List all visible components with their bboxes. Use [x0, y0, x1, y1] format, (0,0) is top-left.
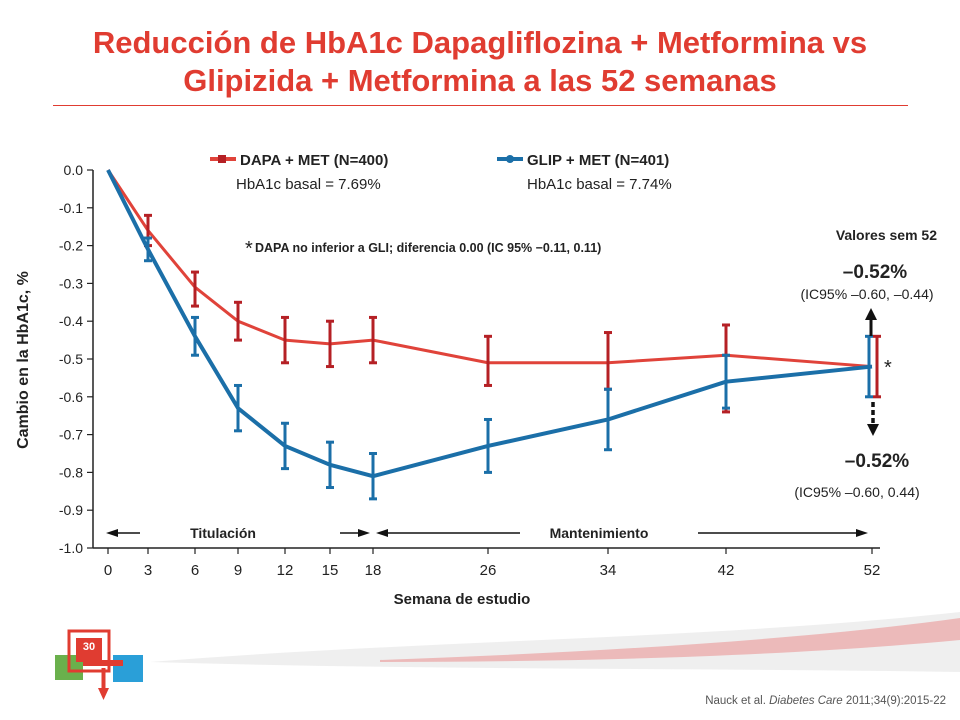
slide-title: Reducción de HbA1c Dapagliflozina + Metf…: [40, 24, 920, 100]
glip-week52-value: –0.52%: [845, 451, 910, 472]
slide-number: 30: [82, 641, 96, 653]
y-axis-title: Cambio en la HbA1c, %: [15, 271, 32, 449]
x-tick-label: 6: [191, 562, 199, 579]
phase-arrow-head: [376, 529, 388, 537]
values-header: Valores sem 52: [836, 227, 937, 243]
y-tick-label: -0.2: [59, 238, 83, 254]
phase-arrow-head: [358, 529, 370, 537]
y-tick-label: -0.8: [59, 464, 83, 480]
phase-label-mantenimiento: Mantenimiento: [550, 525, 649, 541]
title-divider: [53, 105, 908, 106]
x-tick-label: 12: [277, 562, 294, 579]
x-tick-label: 52: [864, 562, 881, 579]
legend-dapa-marker: [218, 155, 226, 163]
y-tick-label: 0.0: [64, 162, 84, 178]
phase-label-titulacion: Titulación: [190, 525, 256, 541]
y-tick-label: -0.9: [59, 502, 83, 518]
x-tick-label: 9: [234, 562, 242, 579]
y-tick-label: -1.0: [59, 540, 83, 556]
up-arrow-head: [865, 308, 877, 320]
decorative-swoosh: [150, 612, 960, 672]
y-tick-label: -0.6: [59, 389, 83, 405]
x-axis-title: Semana de estudio: [394, 591, 531, 608]
phase-arrow-head: [856, 529, 868, 537]
phase-arrow-head: [106, 529, 118, 537]
dapa-week52-value: –0.52%: [843, 262, 908, 283]
week52-star: *: [884, 357, 892, 379]
legend-glip-marker: [506, 155, 514, 163]
citation-details: 2011;34(9):2015-22: [842, 695, 946, 707]
title-line-1: Reducción de HbA1c Dapagliflozina + Metf…: [92, 25, 868, 60]
brand-logo: [55, 629, 143, 700]
y-tick-label: -0.4: [59, 313, 83, 329]
citation-journal: Diabetes Care: [769, 695, 843, 707]
down-arrow-head: [867, 424, 879, 436]
legend-glip-basal: HbA1c basal = 7.74%: [527, 176, 672, 193]
citation: Nauck et al. Diabetes Care 2011;34(9):20…: [705, 695, 946, 707]
glip-week52-ci: (IC95% –0.60, 0.44): [794, 484, 919, 500]
x-tick-label: 15: [322, 562, 339, 579]
x-tick-label: 42: [718, 562, 735, 579]
citation-authors: Nauck et al.: [705, 695, 770, 707]
noninferiority-note: DAPA no inferior a GLI; diferencia 0.00 …: [255, 241, 601, 255]
y-tick-label: -0.5: [59, 351, 83, 367]
x-tick-label: 34: [600, 562, 617, 579]
y-tick-label: -0.1: [59, 200, 83, 216]
note-star: *: [245, 238, 253, 260]
legend-dapa-label: DAPA + MET (N=400): [240, 152, 388, 169]
legend-glip-label: GLIP + MET (N=401): [527, 152, 669, 169]
x-tick-label: 26: [480, 562, 497, 579]
legend: DAPA + MET (N=400) HbA1c basal = 7.69% G…: [210, 152, 672, 193]
decorative-swoosh-red: [380, 618, 960, 662]
x-tick-label: 0: [104, 562, 112, 579]
legend-dapa-basal: HbA1c basal = 7.69%: [236, 176, 381, 193]
x-tick-label: 3: [144, 562, 152, 579]
dapa-week52-ci: (IC95% –0.60, –0.44): [800, 286, 933, 302]
glip-series-line: [106, 169, 873, 479]
y-tick-label: -0.7: [59, 427, 83, 443]
y-tick-label: -0.3: [59, 275, 83, 291]
title-line-2: Glipizida + Metformina a las 52 semanas: [183, 63, 777, 98]
x-tick-label: 18: [365, 562, 382, 579]
